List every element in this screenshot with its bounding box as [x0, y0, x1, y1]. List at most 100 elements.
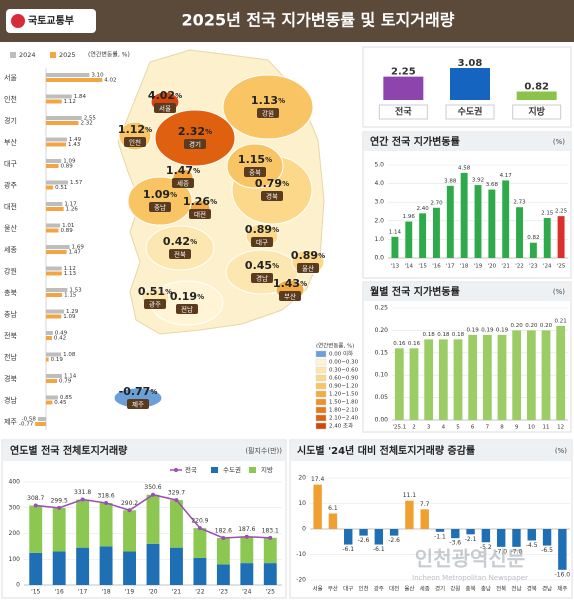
value-label: 3.08	[458, 58, 483, 69]
value-label: 0.45	[54, 400, 67, 406]
map-unit: %	[165, 288, 172, 296]
bar	[46, 121, 79, 125]
map-unit: %	[205, 128, 212, 136]
map-value: 0.42%	[163, 235, 197, 248]
value-label: 1.57	[70, 180, 83, 186]
bar	[474, 185, 482, 258]
value-label: 1.47	[69, 250, 82, 256]
map-value: 0.19%	[170, 290, 204, 303]
x-tick-label: 12	[557, 425, 564, 431]
map-name: 울산	[302, 264, 314, 273]
value-label: 0.20	[525, 323, 538, 329]
value-label: 0.16	[393, 341, 406, 347]
category-label: 강원	[4, 267, 17, 276]
map-name: 전남	[181, 305, 193, 314]
x-tick-label: '13	[391, 264, 400, 270]
map-name: 광주	[149, 301, 161, 309]
unit: (%)	[555, 447, 567, 455]
bar	[460, 172, 468, 258]
map-name-box	[144, 299, 166, 309]
x-tick-label: 8	[500, 425, 504, 431]
value-label: 1.09	[63, 314, 76, 320]
map-value: 1.09%	[143, 188, 177, 201]
legend-swatch	[315, 366, 327, 374]
y-tick-label: 2.0	[374, 217, 384, 224]
category-box	[378, 104, 428, 120]
bar	[46, 245, 70, 249]
map-name: 경북	[266, 192, 278, 201]
value-label: 329.7	[168, 490, 185, 497]
y-tick-label: -10	[296, 551, 306, 558]
map: 4.02% 서울 1.12% 인천 2.32% 경기 1.43% 부산 0.89% 대구 0.51%…	[113, 74, 325, 409]
value-label: 2.70	[430, 200, 443, 206]
x-tick-label: '21	[172, 589, 181, 596]
bar	[52, 551, 66, 585]
category-label: 대전	[4, 202, 17, 211]
legend-label: 0.00 이하	[329, 350, 353, 358]
map-value-number: 4.02	[148, 89, 175, 102]
y-tick-label: 20	[298, 475, 306, 482]
bar	[46, 314, 62, 319]
map-name: 인천	[129, 138, 141, 147]
legend-swatch	[315, 374, 327, 382]
value-label: 1.53	[69, 288, 82, 294]
x-tick-label: 수도권	[458, 106, 483, 118]
map-value-number: 1.13	[251, 94, 278, 107]
map-name-box	[251, 237, 273, 247]
map-name-box	[154, 103, 176, 113]
legend-label: 2025	[59, 51, 76, 59]
x-tick-label: '22	[515, 264, 524, 270]
value-label: 3.88	[444, 178, 457, 184]
value-label: 6.1	[328, 505, 338, 512]
y-tick-label: 5.0	[374, 162, 384, 169]
value-label: 1.69	[72, 245, 85, 251]
legend-label: 0.60~0.90	[329, 376, 359, 382]
value-label: 1.12	[64, 99, 76, 105]
x-tick-label: 충남	[481, 585, 491, 593]
legend-title: (연간변동률, %)	[316, 342, 354, 350]
map-region	[226, 143, 284, 189]
value-label: 0.16	[408, 341, 421, 347]
bar	[344, 529, 353, 545]
x-tick-label: '22	[195, 589, 204, 596]
x-tick-label: 전국	[395, 106, 412, 118]
map-unit: %	[300, 280, 307, 288]
bar	[46, 309, 65, 314]
value-label: 331.8	[74, 489, 91, 496]
unit: (필지수(만))	[245, 446, 282, 455]
bar	[405, 221, 413, 258]
x-tick-label: 강원	[450, 585, 460, 593]
bar	[29, 505, 43, 553]
x-tick-label: '16	[432, 264, 441, 270]
value-label: 0.19	[481, 327, 494, 333]
value-label: -4.5	[526, 542, 538, 549]
point	[197, 526, 202, 531]
point	[268, 535, 273, 540]
map-region	[145, 225, 215, 271]
map-unit: %	[175, 92, 182, 100]
value-label: 1.15	[64, 293, 77, 299]
y-tick-label: 0.00	[375, 417, 389, 424]
x-tick-label: 전남	[511, 585, 521, 593]
bar	[466, 529, 475, 535]
chart-title: 연도별 전국 전체토지거래량	[10, 444, 128, 457]
bar	[543, 218, 551, 258]
y-tick-label: 0.05	[375, 394, 389, 401]
bar	[359, 529, 368, 536]
value-label: 0.89	[60, 164, 73, 170]
bar	[46, 250, 67, 254]
x-tick-label: '25	[266, 589, 275, 596]
y-tick-label: 0	[16, 582, 20, 589]
category-label: 제주	[4, 418, 17, 426]
value-label: 308.7	[27, 495, 44, 502]
legend-dot	[174, 468, 178, 472]
value-label: -6.5	[541, 547, 553, 554]
bar	[46, 352, 62, 357]
unit: (%)	[553, 138, 565, 146]
legend-swatch	[50, 52, 56, 58]
bar	[35, 422, 46, 426]
value-label: 1.08	[63, 352, 76, 358]
x-tick-label: '14	[405, 264, 414, 270]
bar	[46, 395, 58, 400]
bar	[46, 99, 62, 104]
